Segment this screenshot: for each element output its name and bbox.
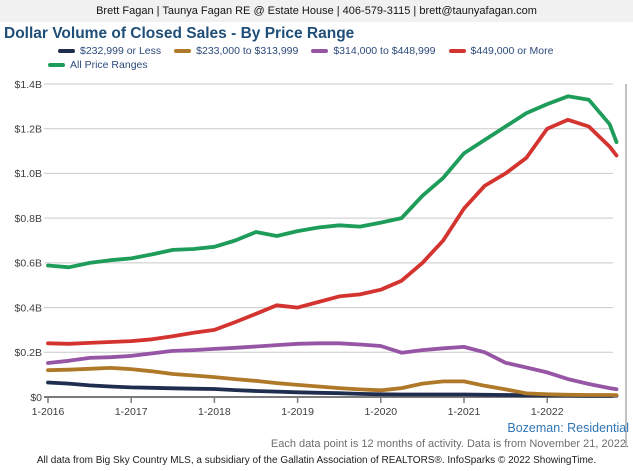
legend-label: All Price Ranges — [70, 58, 148, 71]
series-line-all-price-ranges — [46, 94, 619, 270]
legend-label: $233,000 to $313,999 — [196, 44, 299, 57]
x-axis-label: 1-2020 — [364, 406, 397, 418]
legend-item-all-price-ranges[interactable]: All Price Ranges — [48, 59, 148, 71]
legend-swatch-icon — [58, 48, 75, 53]
y-axis-label: $0.2B — [15, 347, 42, 359]
legend-item-232-999-or-less[interactable]: $232,999 or Less — [58, 45, 161, 57]
series-line-314-000-to-448-999 — [46, 341, 619, 392]
legend-swatch-icon — [174, 48, 192, 53]
legend-row-1: $232,999 or Less $233,000 to $313,999 $314… — [58, 44, 553, 57]
y-axis-label: $1.2B — [15, 124, 42, 136]
y-axis-label: $0.4B — [15, 302, 42, 314]
series-line-449-000-or-more — [46, 117, 619, 346]
x-axis-label: 1-2018 — [198, 406, 231, 418]
x-axis-label: 1-2017 — [115, 406, 148, 418]
legend-item-449-000-or-more[interactable]: $449,000 or More — [448, 44, 554, 57]
y-axis-label: $1.0B — [15, 168, 42, 180]
y-axis-label: $1.4B — [15, 79, 42, 91]
legend-label: $314,000 to $448,999 — [333, 44, 436, 57]
attribution-footer: All data from Big Sky Country MLS, a sub… — [36, 455, 597, 466]
legend-swatch-icon — [311, 48, 329, 53]
legend-item-314-000-to-448-999[interactable]: $314,000 to $448,999 — [311, 44, 436, 57]
legend-row-2: All Price Ranges — [48, 58, 148, 71]
legend-swatch-icon — [48, 62, 65, 67]
y-axis-label: $0 — [30, 392, 42, 404]
chart-title: Dollar Volume of Closed Sales - By Price… — [4, 25, 355, 42]
legend-item-233-000-to-313-999[interactable]: $233,000 to $313,999 — [174, 45, 298, 57]
x-axis-label: 1-2022 — [531, 406, 564, 418]
agent-contact-header: Brett Fagan | Taunya Fagan RE @ Estate H… — [0, 0, 633, 22]
legend-label: $449,000 or More — [470, 44, 554, 57]
y-axis-label: $0.8B — [15, 213, 42, 225]
legend-label: $232,999 or Less — [80, 44, 162, 57]
series-line-233-000-to-313-999 — [46, 365, 619, 398]
market-label: Bozeman: Residential — [507, 421, 629, 435]
x-axis-label: 1-2016 — [32, 406, 65, 418]
x-axis-label: 1-2021 — [448, 406, 481, 418]
x-axis-label: 1-2019 — [281, 406, 314, 418]
legend-swatch-icon — [448, 48, 466, 53]
y-axis-label: $0.6B — [15, 258, 42, 270]
data-note: Each data point is 12 months of activity… — [270, 438, 629, 450]
